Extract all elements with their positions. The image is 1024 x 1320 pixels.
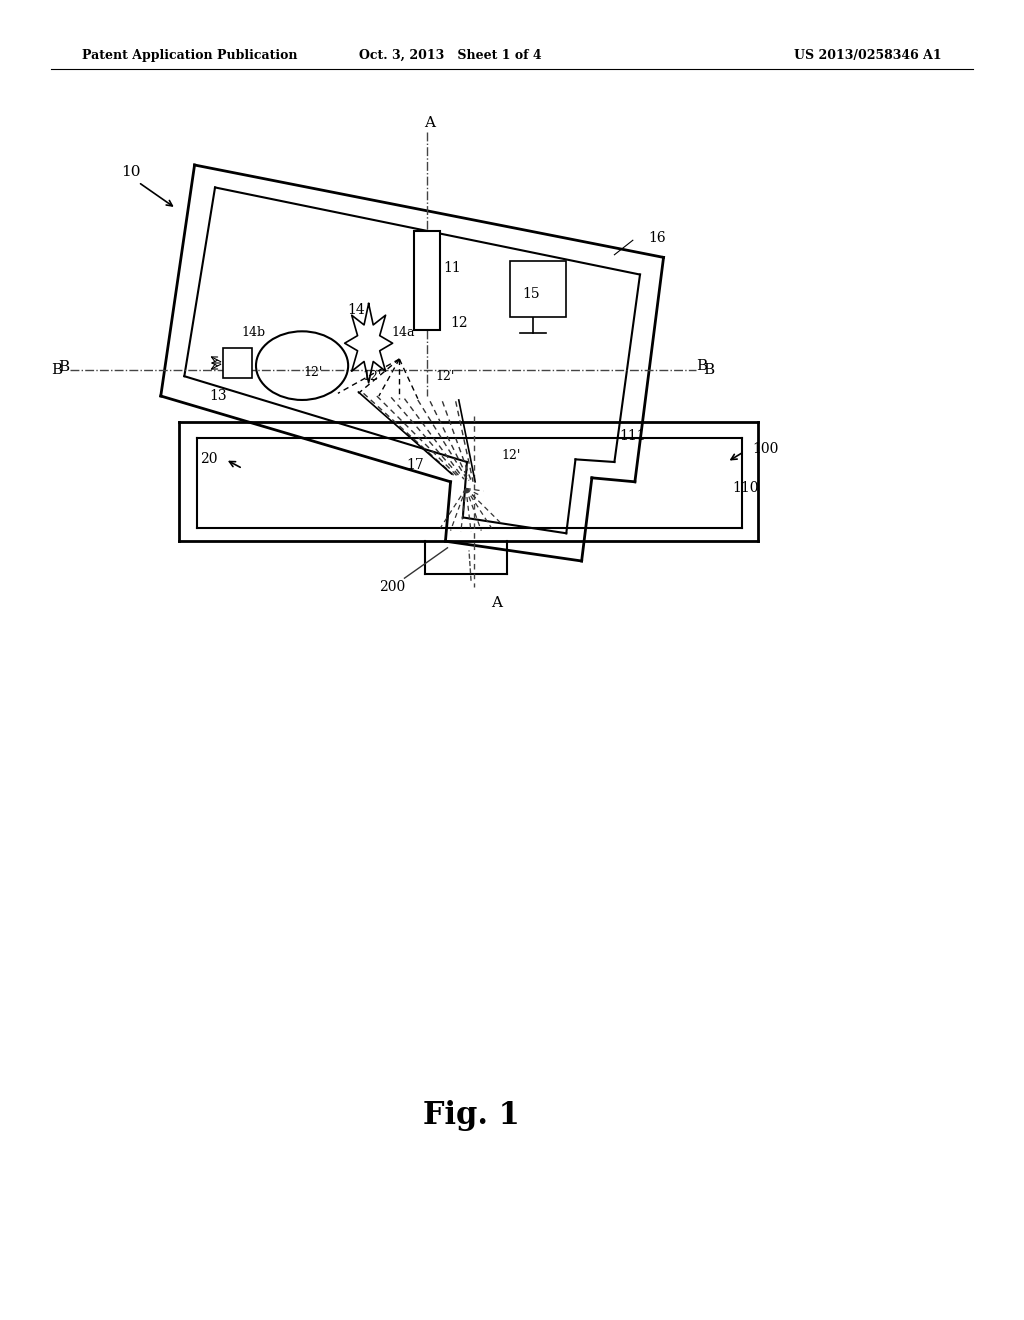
Text: B: B (703, 363, 714, 376)
Text: 12': 12' (304, 366, 323, 379)
Text: Fig. 1: Fig. 1 (423, 1100, 519, 1131)
Text: 11: 11 (443, 261, 461, 275)
Text: 17: 17 (406, 458, 424, 471)
Text: 12': 12' (436, 370, 455, 383)
Text: B: B (51, 363, 61, 376)
Polygon shape (510, 261, 566, 317)
Text: 110: 110 (732, 482, 759, 495)
Text: B: B (696, 359, 707, 372)
Text: Oct. 3, 2013   Sheet 1 of 4: Oct. 3, 2013 Sheet 1 of 4 (359, 49, 542, 62)
Text: US 2013/0258346 A1: US 2013/0258346 A1 (795, 49, 942, 62)
Text: 200: 200 (379, 581, 406, 594)
Text: 12': 12' (502, 449, 521, 462)
Text: 13: 13 (209, 389, 227, 403)
Text: 20: 20 (200, 453, 217, 466)
Text: 16: 16 (648, 231, 666, 244)
Text: Patent Application Publication: Patent Application Publication (82, 49, 297, 62)
Text: 111: 111 (620, 429, 646, 442)
Text: A: A (425, 116, 435, 129)
Text: B: B (58, 360, 69, 374)
Polygon shape (223, 348, 252, 378)
Text: 100: 100 (753, 442, 779, 455)
Text: 12': 12' (362, 370, 381, 383)
Text: 15: 15 (522, 288, 540, 301)
Text: 14a: 14a (391, 326, 415, 339)
Text: 10: 10 (121, 165, 140, 178)
Text: A: A (492, 597, 502, 610)
Polygon shape (414, 231, 440, 330)
Text: 12: 12 (451, 317, 468, 330)
Text: 14b: 14b (242, 326, 266, 339)
Text: 14: 14 (347, 304, 366, 317)
